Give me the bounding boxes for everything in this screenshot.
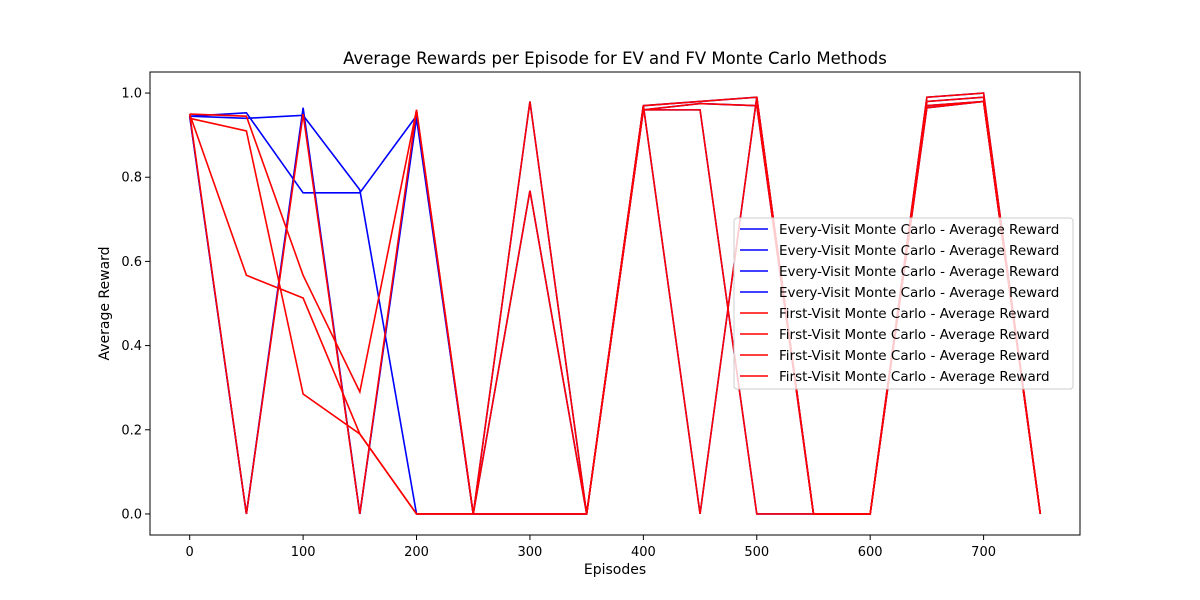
y-tick-label: 1.0 bbox=[121, 87, 142, 102]
legend-label: Every-Visit Monte Carlo - Average Reward bbox=[779, 243, 1059, 259]
x-tick-label: 700 bbox=[971, 545, 996, 560]
x-tick-label: 600 bbox=[858, 545, 883, 560]
x-tick-label: 0 bbox=[186, 545, 194, 560]
y-tick-label: 0.0 bbox=[121, 507, 142, 522]
legend-label: Every-Visit Monte Carlo - Average Reward bbox=[779, 285, 1059, 301]
legend-box bbox=[733, 217, 1074, 390]
x-tick-label: 400 bbox=[631, 545, 656, 560]
y-tick-label: 0.4 bbox=[121, 339, 142, 354]
legend: Every-Visit Monte Carlo - Average Reward… bbox=[733, 217, 1074, 390]
y-axis: 0.0 0.2 0.4 0.6 0.8 1.0 bbox=[121, 87, 150, 522]
legend-label: First-Visit Monte Carlo - Average Reward bbox=[779, 306, 1050, 322]
x-tick-label: 500 bbox=[744, 545, 769, 560]
y-tick-label: 0.8 bbox=[121, 171, 142, 186]
legend-label: First-Visit Monte Carlo - Average Reward bbox=[779, 348, 1050, 364]
chart-title: Average Rewards per Episode for EV and F… bbox=[343, 49, 887, 68]
x-tick-label: 200 bbox=[404, 545, 429, 560]
x-tick-label: 100 bbox=[291, 545, 316, 560]
y-axis-label: Average Reward bbox=[97, 246, 113, 360]
plot-area-frame bbox=[149, 71, 1081, 536]
x-axis: 0 100 200 300 400 500 600 700 bbox=[186, 535, 996, 560]
y-tick-label: 0.6 bbox=[121, 255, 142, 270]
legend-label: First-Visit Monte Carlo - Average Reward bbox=[779, 369, 1050, 385]
legend-label: First-Visit Monte Carlo - Average Reward bbox=[779, 327, 1050, 343]
legend-label: Every-Visit Monte Carlo - Average Reward bbox=[779, 222, 1059, 238]
y-tick-label: 0.2 bbox=[121, 423, 142, 438]
x-tick-label: 300 bbox=[518, 545, 543, 560]
x-axis-label: Episodes bbox=[584, 562, 646, 578]
legend-label: Every-Visit Monte Carlo - Average Reward bbox=[779, 264, 1059, 280]
